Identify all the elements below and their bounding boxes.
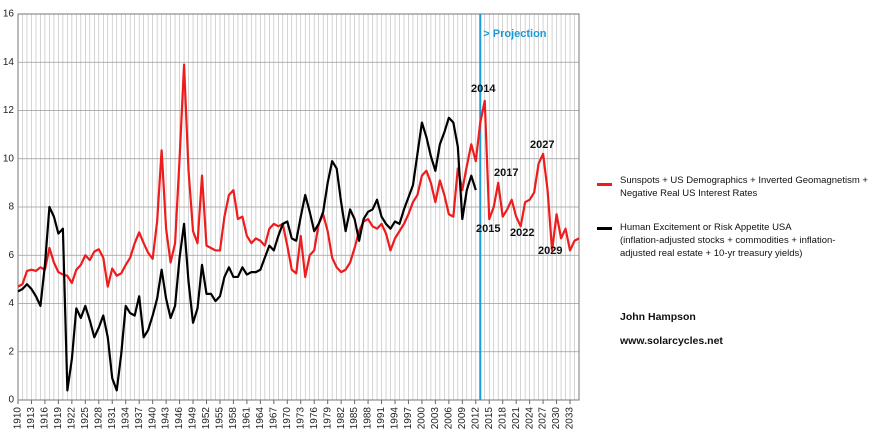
annotation: 2022 xyxy=(510,227,534,239)
x-tick-label: 1925 xyxy=(80,407,91,430)
x-tick-label: 1997 xyxy=(403,407,414,430)
x-tick-label: 2033 xyxy=(565,407,576,430)
credit-url: www.solarcycles.net xyxy=(620,335,723,347)
x-tick-label: 2021 xyxy=(511,407,522,430)
y-tick-label: 12 xyxy=(3,105,15,116)
credit-author: John Hampson xyxy=(620,311,696,323)
x-tick-label: 1922 xyxy=(66,407,77,430)
y-tick-label: 8 xyxy=(8,202,14,213)
plot-frame xyxy=(17,13,580,401)
annotation: 2029 xyxy=(538,245,562,257)
x-tick-label: 1970 xyxy=(282,407,293,430)
x-tick-label: 2015 xyxy=(484,407,495,430)
x-tick-label: 1937 xyxy=(134,407,145,430)
legend-entry: Sunspots + US Demographics + Inverted Ge… xyxy=(620,175,868,199)
x-tick-label: 1961 xyxy=(242,407,253,430)
annotation: 2015 xyxy=(476,223,500,235)
x-tick-label: 1955 xyxy=(215,407,226,430)
y-tick-label: 10 xyxy=(3,153,15,164)
x-tick-label: 1964 xyxy=(255,407,266,430)
x-tick-label: 1931 xyxy=(107,407,118,430)
x-tick-label: 1976 xyxy=(309,407,320,430)
y-tick-label: 14 xyxy=(3,57,15,68)
x-tick-label: 1940 xyxy=(147,407,158,430)
x-tick-label: 2000 xyxy=(417,407,428,430)
x-tick-label: 1991 xyxy=(376,407,387,430)
annotation: 2017 xyxy=(494,167,518,179)
x-tick-label: 2018 xyxy=(497,407,508,430)
y-tick-label: 0 xyxy=(8,395,14,406)
x-tick-label: 1913 xyxy=(26,407,37,430)
y-tick-label: 4 xyxy=(8,298,14,309)
x-tick-label: 1928 xyxy=(93,407,104,430)
x-tick-label: 1916 xyxy=(40,407,51,430)
x-tick-label: 2006 xyxy=(443,407,454,430)
legend-swatch xyxy=(597,227,612,230)
legend-entry: Human Excitement or Risk Appetite USA xyxy=(620,222,792,233)
x-tick-label: 2030 xyxy=(551,407,562,430)
x-tick-label: 2024 xyxy=(524,407,535,430)
x-tick-label: 1943 xyxy=(161,407,172,430)
x-tick-label: 1919 xyxy=(53,407,64,430)
y-tick-label: 16 xyxy=(3,9,15,20)
x-tick-label: 1949 xyxy=(188,407,199,430)
x-tick-label: 1982 xyxy=(336,407,347,430)
projection-label: > Projection xyxy=(483,28,547,40)
series-line xyxy=(17,63,580,288)
x-tick-label: 1958 xyxy=(228,407,239,430)
annotation: 2027 xyxy=(530,139,554,151)
x-tick-label: 1934 xyxy=(120,407,131,430)
legend-swatch xyxy=(597,183,612,186)
annotation: 2014 xyxy=(471,83,496,95)
x-tick-label: 1967 xyxy=(268,407,279,430)
x-tick-label: 2003 xyxy=(430,407,441,430)
x-tick-label: 2012 xyxy=(470,407,481,430)
series-line xyxy=(17,116,477,392)
x-tick-label: 1946 xyxy=(174,407,185,430)
x-tick-label: 1988 xyxy=(363,407,374,430)
x-tick-label: 1973 xyxy=(295,407,306,430)
y-tick-label: 2 xyxy=(8,346,14,357)
x-tick-label: 1910 xyxy=(13,407,24,430)
legend-note: (inflation-adjusted stocks + commodities… xyxy=(620,235,836,259)
x-tick-label: 1994 xyxy=(390,407,401,430)
x-tick-label: 1985 xyxy=(349,407,360,430)
x-tick-label: 1979 xyxy=(322,407,333,430)
y-tick-label: 6 xyxy=(8,250,14,261)
x-tick-label: 1952 xyxy=(201,407,212,430)
x-tick-label: 2009 xyxy=(457,407,468,430)
x-tick-label: 2027 xyxy=(538,407,549,430)
